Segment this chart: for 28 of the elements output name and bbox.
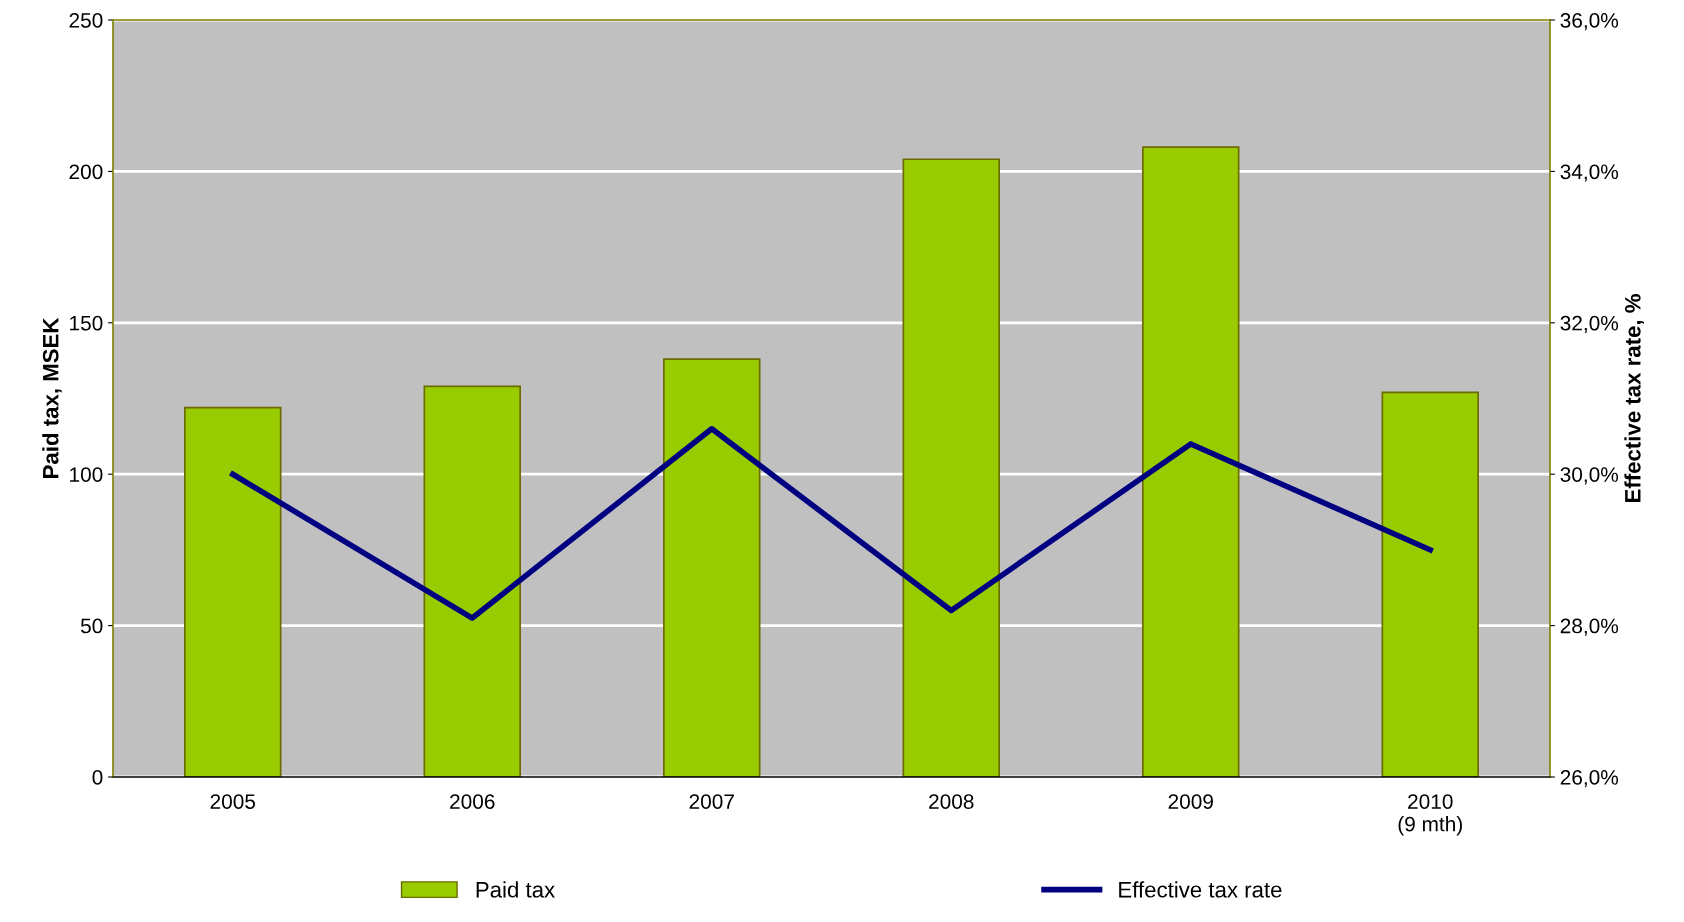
y2-tick-label: 28,0% [1560, 618, 1619, 636]
y-tick-label: 0 [92, 770, 103, 785]
x-tick-label: 2006 [450, 794, 495, 809]
y-tick-label: 100 [70, 467, 103, 482]
y2-tick-label: 34,0% [1560, 164, 1619, 182]
legend-label: Paid tax [476, 881, 555, 898]
legend-label: Effective tax rate [1119, 881, 1282, 898]
x-tick-label: 2010 (9 mth) [1398, 794, 1462, 836]
x-tick-label: 2008 [929, 794, 974, 809]
bar [184, 406, 282, 777]
y-tick-label: 150 [70, 315, 103, 331]
y-tick-label: 250 [69, 13, 103, 28]
y2-tick-label: 36,0% [1560, 13, 1619, 31]
x-tick-label: 2009 [1168, 794, 1213, 809]
y-tick-label: 200 [69, 164, 103, 180]
x-tick-label: 2007 [689, 794, 734, 809]
y2-tick-label: 30,0% [1560, 467, 1619, 485]
bar [663, 358, 761, 777]
bar [423, 385, 521, 777]
y-axis-title: Paid tax, MSEK [42, 317, 62, 478]
y-tick-label: 50 [80, 618, 103, 634]
bar [902, 158, 1000, 777]
bar [1381, 391, 1479, 777]
bar [1142, 146, 1240, 777]
y2-axis-title: Effective tax rate, % [1624, 294, 1644, 502]
y2-tick-label: 32,0% [1560, 315, 1619, 334]
y2-tick-label: 26,0% [1560, 770, 1619, 788]
x-tick-label: 2005 [210, 794, 256, 809]
